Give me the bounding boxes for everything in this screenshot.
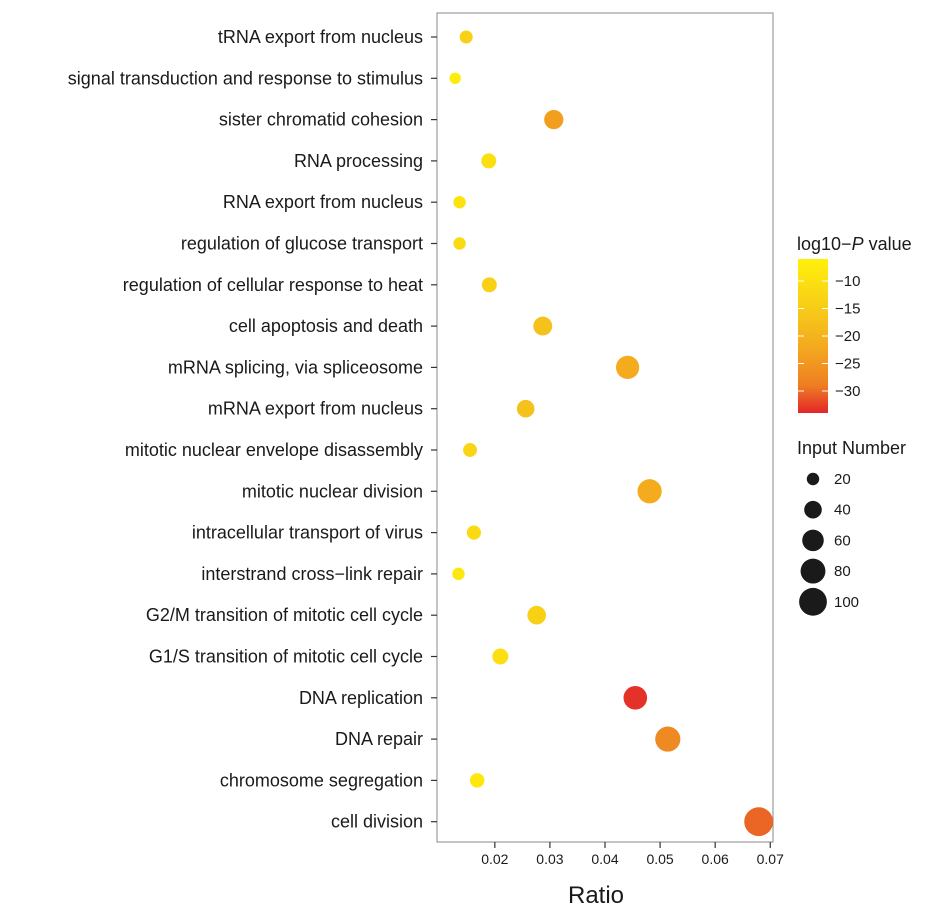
- size-legend-label: 80: [834, 563, 851, 580]
- size-legend-title: Input Number: [797, 438, 906, 458]
- y-tick-label: regulation of glucose transport: [181, 234, 423, 254]
- colorbar-ticks: −10 −15 −20 −25 −30: [798, 273, 860, 400]
- y-tick-label: DNA repair: [335, 729, 423, 749]
- y-tick-label: mitotic nuclear envelope disassembly: [125, 440, 423, 460]
- colorbar-tick-label: −10: [835, 273, 860, 290]
- size-legend-items: 20 40 60 80 100: [799, 471, 859, 616]
- y-tick-label: G2/M transition of mitotic cell cycle: [146, 605, 423, 625]
- data-point: [453, 195, 466, 209]
- colorbar-tick-label: −30: [835, 383, 860, 400]
- data-point: [459, 30, 473, 44]
- size-legend-marker: [802, 529, 824, 552]
- data-point: [623, 686, 648, 710]
- size-legend-marker: [804, 500, 822, 519]
- plot-panel: [436, 12, 774, 843]
- y-tick-label: DNA replication: [299, 688, 423, 708]
- x-axis-title: Ratio: [568, 882, 624, 909]
- colorbar-tick-label: −25: [835, 356, 860, 373]
- data-point: [615, 355, 640, 380]
- colorbar-tick-label: −20: [835, 328, 860, 345]
- size-legend-label: 40: [834, 502, 851, 519]
- y-tick-label: sister chromatid cohesion: [219, 110, 423, 130]
- data-points: [449, 30, 774, 837]
- data-point: [463, 443, 477, 457]
- colorbar-tick-label: −15: [835, 301, 860, 318]
- size-legend-label: 100: [834, 594, 859, 611]
- y-tick-label: interstrand cross−link repair: [201, 564, 423, 584]
- y-tick-label: regulation of cellular response to heat: [123, 275, 423, 295]
- data-point: [452, 567, 465, 581]
- y-tick-label: RNA export from nucleus: [223, 192, 423, 212]
- data-point: [544, 109, 564, 130]
- data-point: [516, 399, 535, 418]
- size-legend-marker: [800, 558, 826, 584]
- x-tick-label: 0.07: [757, 851, 784, 867]
- x-tick-label: 0.05: [646, 851, 673, 867]
- data-point: [533, 316, 553, 336]
- data-point: [492, 648, 509, 665]
- y-tick-label: signal transduction and response to stim…: [68, 68, 423, 88]
- size-legend: Input Number 20 40 60 80 100: [797, 438, 906, 616]
- x-tick-label: 0.04: [591, 851, 618, 867]
- y-tick-label: chromosome segregation: [220, 770, 423, 790]
- data-point: [481, 153, 497, 169]
- x-tick-label: 0.02: [481, 851, 508, 867]
- data-point: [744, 807, 774, 837]
- y-tick-label: mRNA export from nucleus: [208, 399, 423, 419]
- y-axis-labels: tRNA export from nucleus signal transduct…: [68, 27, 423, 832]
- size-legend-label: 60: [834, 532, 851, 549]
- size-legend-label: 20: [834, 471, 851, 488]
- data-point: [466, 525, 481, 540]
- size-legend-marker: [799, 587, 827, 616]
- x-axis-ticks: 0.02 0.03 0.04 0.05 0.06 0.07: [481, 842, 784, 867]
- x-tick-label: 0.03: [536, 851, 563, 867]
- color-legend-title: log10−P value: [797, 234, 912, 254]
- x-tick-label: 0.06: [702, 851, 729, 867]
- y-tick-label: tRNA export from nucleus: [218, 27, 423, 47]
- size-legend-marker: [806, 472, 820, 486]
- data-point: [453, 237, 466, 250]
- data-point: [469, 773, 485, 788]
- y-axis-ticks: [431, 36, 437, 823]
- y-tick-label: RNA processing: [294, 151, 423, 171]
- y-tick-label: G1/S transition of mitotic cell cycle: [149, 647, 423, 667]
- data-point: [481, 277, 497, 293]
- color-legend: log10−P value −10 −15 −20 −25 −30: [797, 234, 912, 413]
- data-point: [449, 72, 461, 85]
- y-tick-label: mitotic nuclear division: [242, 481, 423, 501]
- y-tick-label: intracellular transport of virus: [192, 523, 423, 543]
- y-tick-label: mRNA splicing, via spliceosome: [168, 357, 423, 377]
- data-point: [637, 479, 662, 504]
- data-point: [655, 726, 681, 752]
- data-point: [527, 605, 547, 625]
- y-tick-label: cell division: [331, 812, 423, 832]
- y-tick-label: cell apoptosis and death: [229, 316, 423, 336]
